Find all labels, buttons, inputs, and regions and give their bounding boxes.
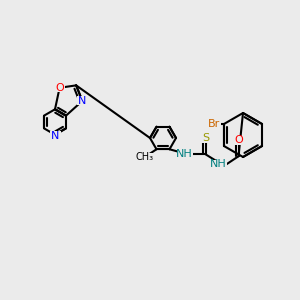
- Text: Br: Br: [208, 119, 220, 129]
- Bar: [136, 153, 154, 162]
- Bar: [233, 136, 244, 145]
- Text: N: N: [78, 96, 86, 106]
- Bar: [50, 131, 61, 140]
- Bar: [200, 134, 211, 143]
- Bar: [54, 83, 65, 92]
- Text: NH: NH: [210, 159, 227, 169]
- Text: NH: NH: [176, 149, 193, 159]
- Text: S: S: [202, 133, 209, 143]
- Text: O: O: [234, 135, 243, 145]
- Bar: [207, 119, 221, 128]
- Text: N: N: [51, 131, 59, 141]
- Bar: [176, 150, 193, 159]
- Text: O: O: [55, 83, 64, 93]
- Text: CH₃: CH₃: [135, 152, 154, 162]
- Bar: [77, 96, 88, 105]
- Bar: [211, 160, 226, 169]
